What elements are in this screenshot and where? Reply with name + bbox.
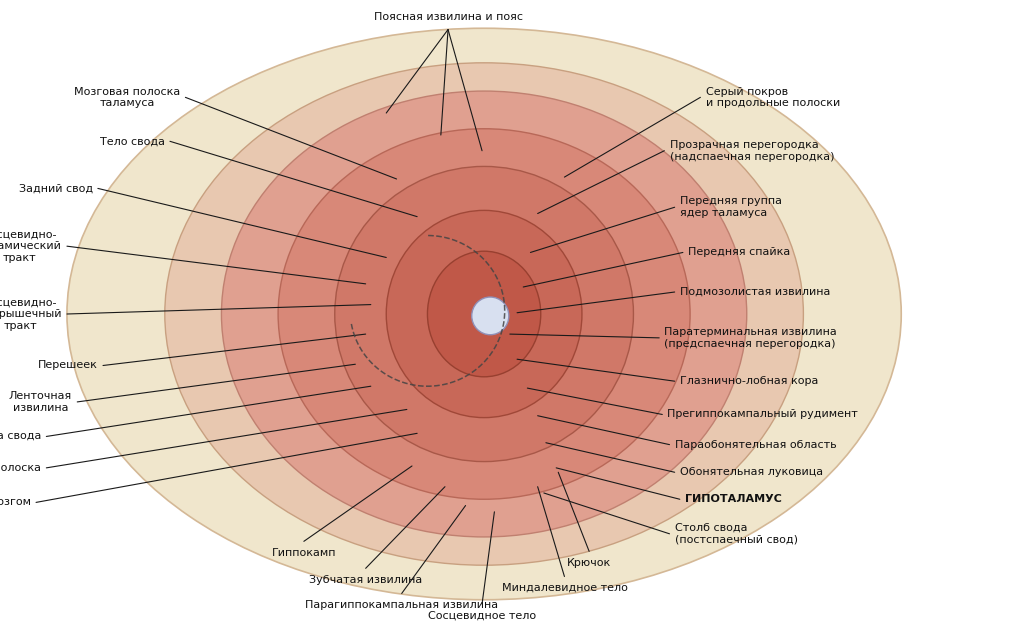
- Text: Сосцевидное тело: Сосцевидное тело: [428, 610, 536, 620]
- Text: Миндалевидное тело: Миндалевидное тело: [502, 583, 627, 593]
- Text: Параобонятельная область: Параобонятельная область: [675, 440, 836, 450]
- Text: Связи со спинным мозгом: Связи со спинным мозгом: [0, 497, 31, 507]
- Text: Тело свода: Тело свода: [100, 136, 165, 146]
- Ellipse shape: [427, 251, 541, 377]
- Ellipse shape: [335, 166, 633, 462]
- Text: Подмозолистая извилина: Подмозолистая извилина: [680, 287, 830, 297]
- Text: Глазнично-лобная кора: Глазнично-лобная кора: [680, 376, 818, 386]
- Text: Терминальная полоска: Терминальная полоска: [0, 463, 41, 473]
- Ellipse shape: [386, 210, 582, 418]
- Text: Столб свода
(постспаечный свод): Столб свода (постспаечный свод): [675, 523, 797, 544]
- Text: Бахромка свода: Бахромка свода: [0, 431, 41, 441]
- Text: Обонятельная луковица: Обонятельная луковица: [680, 467, 823, 477]
- Text: Парагиппокампальная извилина: Парагиппокампальная извилина: [305, 600, 499, 610]
- Text: Ленточная
извилина: Ленточная извилина: [9, 391, 72, 413]
- Text: Задний свод: Задний свод: [19, 183, 93, 193]
- Text: Сосцевидно-
таламический
тракт: Сосцевидно- таламический тракт: [0, 230, 62, 263]
- Text: Прозрачная перегородка
(надспаечная перегородка): Прозрачная перегородка (надспаечная пере…: [670, 140, 834, 161]
- Text: ГИПОТАЛАМУС: ГИПОТАЛАМУС: [685, 494, 782, 504]
- Ellipse shape: [67, 28, 901, 600]
- Ellipse shape: [278, 129, 690, 499]
- Text: Крючок: Крючок: [568, 558, 611, 568]
- Text: Серый покров
и продольные полоски: Серый покров и продольные полоски: [706, 87, 839, 108]
- Text: Прегиппокампальный рудимент: Прегиппокампальный рудимент: [667, 409, 858, 420]
- Text: Зубчатая извилина: Зубчатая извилина: [309, 575, 422, 585]
- Text: Мозговая полоска
таламуса: Мозговая полоска таламуса: [74, 87, 180, 108]
- Text: Гиппокамп: Гиппокамп: [272, 548, 336, 558]
- Ellipse shape: [165, 63, 803, 565]
- Text: Передняя группа
ядер таламуса: Передняя группа ядер таламуса: [680, 197, 782, 218]
- Text: Передняя спайка: Передняя спайка: [688, 247, 790, 257]
- Ellipse shape: [221, 91, 747, 537]
- Text: Перешеек: Перешеек: [38, 360, 98, 371]
- Text: Поясная извилина и пояс: Поясная извилина и пояс: [374, 12, 522, 22]
- Text: Сосцевидно-
покрышечный
тракт: Сосцевидно- покрышечный тракт: [0, 298, 62, 330]
- Text: Паратерминальная извилина
(предспаечная перегородка): Паратерминальная извилина (предспаечная …: [664, 327, 837, 349]
- Ellipse shape: [472, 297, 509, 335]
